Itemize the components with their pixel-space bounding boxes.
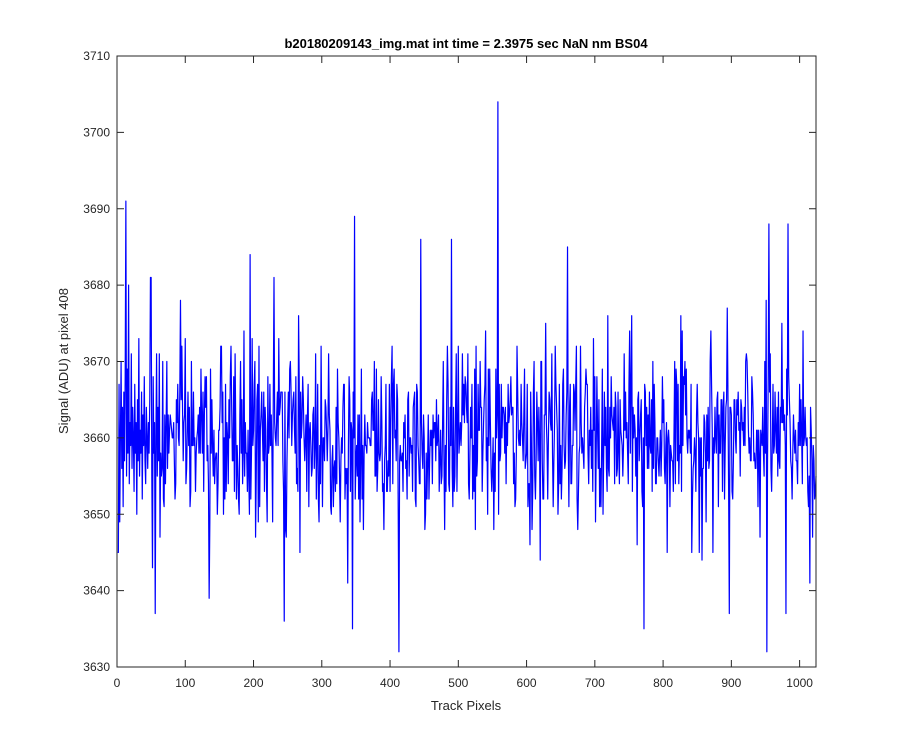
x-tick-label: 100 [175, 676, 195, 690]
plot-area [117, 56, 816, 667]
series-line [117, 101, 817, 653]
y-tick-label: 3690 [83, 202, 110, 216]
series-layer [117, 101, 817, 653]
y-tick-label: 3640 [83, 584, 110, 598]
y-tick-label: 3660 [83, 431, 110, 445]
x-tick-label: 300 [312, 676, 332, 690]
ticks-layer: 0 100 200 300 400 500 600 700 800 900 1000 3630 3640… [83, 49, 816, 690]
chart-title: b20180209143_img.mat int time = 2.3975 s… [284, 36, 648, 51]
x-axis-label: Track Pixels [431, 698, 502, 713]
y-tick-label: 3670 [83, 355, 110, 369]
y-tick-label: 3710 [83, 49, 110, 63]
y-axis-label: Signal (ADU) at pixel 408 [56, 288, 71, 434]
x-tick-label: 500 [448, 676, 468, 690]
x-tick-label: 600 [517, 676, 537, 690]
x-tick-label: 200 [244, 676, 264, 690]
x-tick-label: 400 [380, 676, 400, 690]
x-tick-label: 700 [585, 676, 605, 690]
x-tick-label: 0 [114, 676, 121, 690]
y-tick-label: 3680 [83, 278, 110, 292]
x-tick-label: 800 [653, 676, 673, 690]
y-tick-label: 3700 [83, 125, 110, 139]
y-tick-label: 3630 [83, 660, 110, 674]
x-tick-label: 1000 [786, 676, 813, 690]
y-tick-label: 3650 [83, 507, 110, 521]
x-tick-label: 900 [721, 676, 741, 690]
